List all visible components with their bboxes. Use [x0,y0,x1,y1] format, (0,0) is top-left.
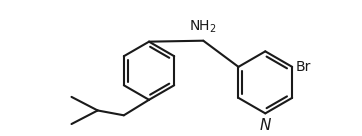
Text: NH$_2$: NH$_2$ [189,19,217,35]
Text: Br: Br [296,60,311,74]
Text: N: N [260,118,271,133]
